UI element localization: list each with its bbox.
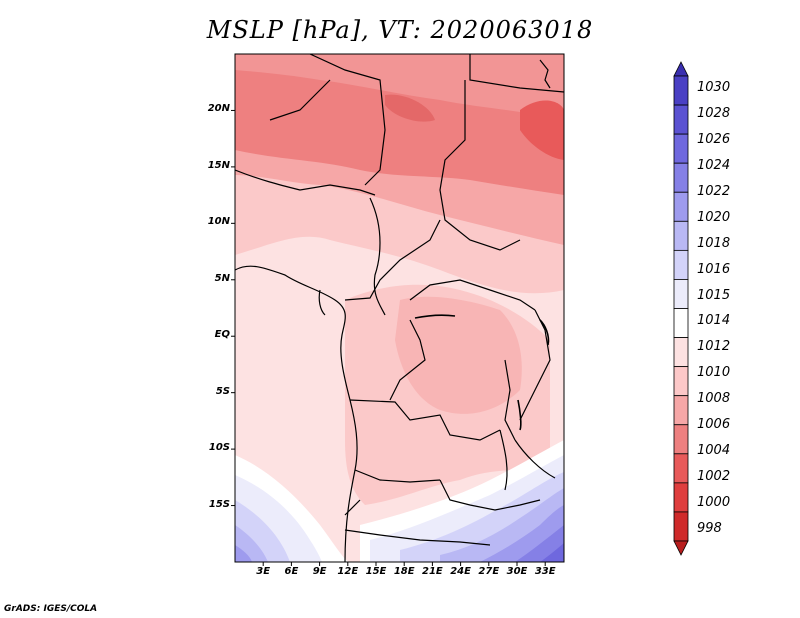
colorbar-segment (673, 366, 689, 397)
colorbar-segment (673, 191, 689, 222)
colorbar-segment (673, 511, 689, 542)
colorbar-segment (673, 162, 689, 193)
colorbar-level-label: 1024 (697, 157, 731, 173)
lat-label: EQ (214, 329, 230, 341)
lon-label: 18E (393, 566, 415, 577)
lon-label: 33E (534, 566, 556, 577)
grads-credit: GrADS: IGES/COLA (4, 604, 98, 614)
colorbar-level-label: 1014 (697, 313, 731, 329)
colorbar-level-label: 1008 (697, 391, 731, 407)
colorbar-segment (673, 249, 689, 280)
country-borders (235, 54, 564, 562)
colorbar-segment (673, 337, 689, 368)
colorbar-segment (673, 133, 689, 164)
lon-label: 6E (284, 566, 299, 577)
colorbar-segment (673, 220, 689, 251)
lat-label: 20N (207, 103, 230, 115)
colorbar-level-label: 1012 (697, 339, 731, 355)
lat-label: 15N (207, 159, 230, 171)
colorbar-level-label: 1000 (697, 495, 731, 511)
colorbar-level-label: 1030 (697, 80, 731, 95)
colorbar-level-label: 998 (697, 521, 722, 536)
colorbar-segment (673, 482, 689, 513)
colorbar-level-label: 1016 (697, 261, 731, 277)
colorbar-level-label: 1002 (697, 469, 731, 485)
colorbar-level-label: 1028 (697, 105, 731, 121)
lon-label: 9E (312, 566, 327, 577)
colorbar-level-label: 1020 (697, 209, 731, 225)
colorbar-level-label: 1006 (697, 417, 731, 433)
lon-label: 12E (337, 566, 359, 577)
lon-label: 24E (450, 566, 471, 577)
lon-label: 15E (365, 566, 387, 577)
lon-label: 21E (422, 566, 443, 577)
lon-label: 30E (506, 566, 528, 577)
lat-label: 5S (215, 385, 230, 397)
colorbar-level-label: 1018 (697, 235, 731, 251)
colorbar-segment (673, 104, 689, 135)
lat-label: 5N (214, 272, 230, 284)
colorbar-level-label: 1010 (697, 365, 731, 381)
colorbar-top-arrow (673, 61, 689, 77)
colorbar-level-label: 1015 (697, 287, 731, 303)
lat-label: 15S (208, 498, 230, 510)
colorbar-segment (673, 75, 689, 106)
colorbar-level-label: 1022 (697, 183, 731, 199)
colorbar-segment (673, 308, 689, 338)
colorbar-segment (673, 424, 689, 455)
pressure-field (235, 54, 564, 562)
colorbar-level-label: 1004 (697, 443, 731, 459)
lat-label: 10N (207, 216, 230, 228)
lon-label: 3E (256, 566, 271, 577)
colorbar-segment (673, 453, 689, 484)
colorbar-bottom-arrow (673, 540, 689, 556)
colorbar-level-label: 1026 (697, 131, 731, 147)
colorbar-segment (673, 279, 689, 309)
colorbar-segment (673, 395, 689, 426)
lat-label: 10S (208, 442, 230, 454)
lon-label: 27E (478, 566, 500, 577)
map-frame (234, 53, 565, 563)
map-title: MSLP [hPa], VT: 2020063018 (206, 16, 594, 44)
